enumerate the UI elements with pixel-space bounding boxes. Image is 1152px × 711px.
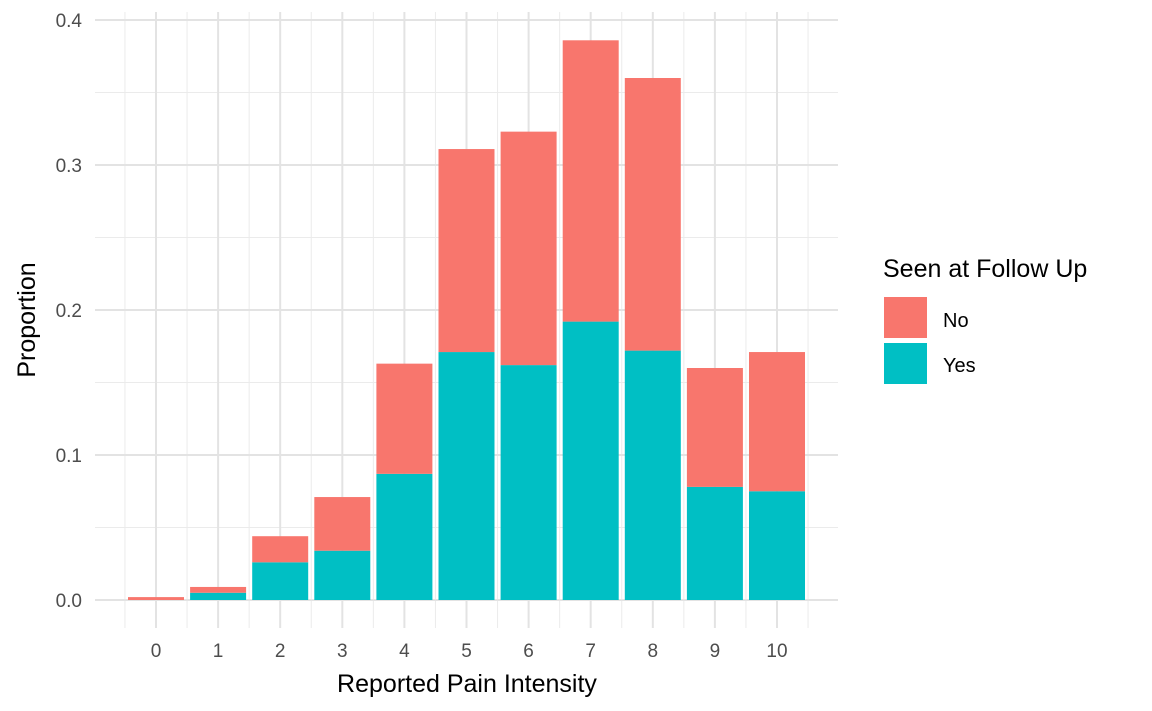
y-tick-label: 0.4 [56, 11, 83, 32]
bar-no-9 [686, 368, 743, 487]
y-axis-title: Proportion [13, 262, 41, 377]
x-tick-label: 7 [585, 641, 596, 662]
bar-yes-10 [749, 491, 805, 600]
x-tick-label: 0 [151, 641, 162, 662]
legend-label-no: No [943, 310, 969, 332]
bar-yes-7 [562, 321, 619, 600]
legend-title: Seen at Follow Up [883, 255, 1087, 283]
bar-no-10 [749, 352, 805, 492]
x-axis-title: Reported Pain Intensity [337, 670, 597, 698]
y-axis-tick-labels: 0.0 0.1 0.2 0.3 0.4 [56, 11, 83, 612]
y-tick-label: 0.2 [56, 301, 82, 322]
bar-yes-9 [686, 486, 743, 600]
bar-no-0 [128, 597, 184, 600]
bar-yes-4 [376, 473, 433, 600]
bar-no-5 [438, 149, 495, 353]
bars [128, 40, 805, 600]
x-axis-tick-labels: 0 1 2 3 4 5 6 7 8 9 10 [151, 641, 788, 662]
x-tick-label: 10 [766, 641, 787, 662]
legend-label-yes: Yes [943, 355, 976, 377]
x-tick-label: 3 [337, 641, 348, 662]
y-tick-label: 0.3 [56, 156, 82, 177]
bar-yes-6 [500, 365, 557, 600]
x-tick-label: 1 [213, 641, 224, 662]
bar-yes-5 [438, 352, 495, 600]
x-tick-label: 9 [710, 641, 721, 662]
bar-no-8 [624, 78, 681, 351]
bar-yes-3 [314, 550, 371, 600]
bar-yes-2 [252, 562, 309, 600]
bar-yes-1 [190, 592, 247, 600]
x-tick-label: 6 [523, 641, 534, 662]
bar-no-7 [562, 40, 619, 322]
x-tick-label: 2 [275, 641, 286, 662]
bar-yes-8 [624, 350, 681, 600]
y-tick-label: 0.0 [56, 591, 82, 612]
legend-swatch-no [884, 297, 927, 338]
y-tick-label: 0.1 [56, 446, 82, 467]
x-tick-label: 4 [399, 641, 410, 662]
bar-no-1 [190, 586, 247, 593]
bar-no-3 [314, 497, 371, 551]
bar-no-2 [252, 536, 309, 563]
bar-no-6 [500, 131, 557, 366]
x-tick-label: 5 [461, 641, 472, 662]
bar-no-4 [376, 363, 433, 474]
legend: Seen at Follow Up No Yes [883, 255, 1087, 384]
legend-swatch-yes [884, 343, 927, 384]
x-tick-label: 8 [648, 641, 659, 662]
